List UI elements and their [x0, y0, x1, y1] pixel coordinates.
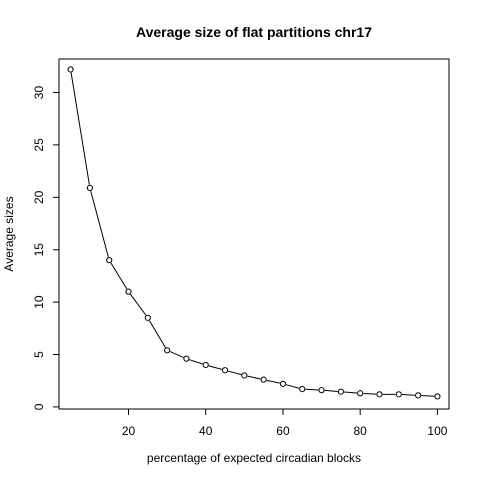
x-tick-label: 20 [122, 424, 136, 438]
x-tick-label: 60 [276, 424, 290, 438]
data-point [376, 391, 383, 398]
y-axis-label: Average sizes [2, 196, 16, 271]
x-tick-label: 80 [354, 424, 368, 438]
y-tick-label: 15 [32, 243, 46, 257]
x-tick-label: 100 [427, 424, 447, 438]
data-point [86, 184, 93, 191]
data-point [318, 387, 325, 394]
y-tick-label: 20 [32, 190, 46, 204]
y-axis: 0 5 10 15 20 25 30 [32, 86, 60, 410]
chart-title: Average size of flat partitions chr17 [136, 24, 372, 40]
data-point [221, 367, 229, 374]
x-axis: 20 40 60 80 100 [122, 408, 448, 438]
data-point [260, 376, 267, 383]
y-tick-label: 30 [32, 86, 46, 100]
data-point [67, 66, 74, 73]
x-axis-label: percentage of expected circadian blocks [147, 451, 361, 465]
x-tick-label: 40 [199, 424, 213, 438]
data-point [395, 391, 402, 398]
data-point [202, 361, 209, 369]
y-tick-label: 25 [32, 138, 46, 152]
data-point [241, 372, 248, 379]
data-point [415, 392, 422, 399]
data-point [299, 385, 306, 393]
y-tick-label: 5 [32, 351, 46, 358]
y-tick-label: 10 [32, 295, 46, 309]
data-point [164, 347, 171, 354]
series-line [70, 72, 435, 397]
data-point [357, 390, 364, 397]
data-point [183, 355, 190, 362]
data-point [434, 393, 441, 400]
data-point [337, 388, 344, 395]
data-point [279, 380, 287, 387]
data-point [125, 288, 132, 295]
y-tick-label: 0 [32, 403, 46, 410]
plot-frame [58, 58, 450, 410]
data-series [67, 66, 441, 400]
data-point [106, 257, 113, 264]
data-point [144, 314, 151, 321]
